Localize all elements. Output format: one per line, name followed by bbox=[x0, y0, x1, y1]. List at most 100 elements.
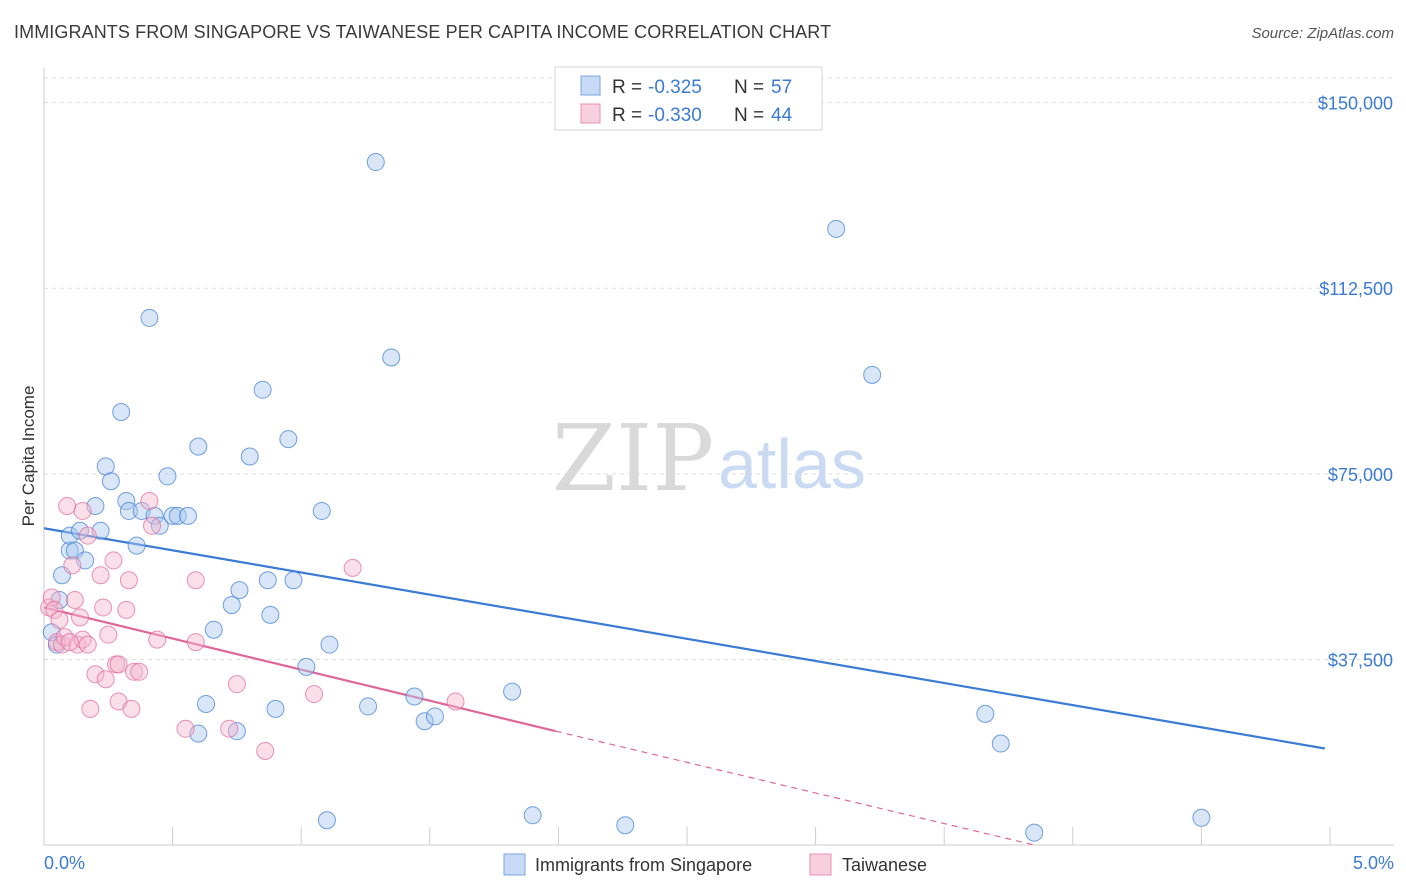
data-point-blue bbox=[258, 571, 277, 590]
data-point-pink bbox=[50, 610, 69, 629]
data-point-blue bbox=[976, 704, 995, 723]
legend-n-label-2: N = bbox=[734, 105, 764, 126]
data-point-pink bbox=[305, 685, 324, 704]
x-tick-label-max: 5.0% bbox=[1353, 853, 1394, 873]
data-point-pink bbox=[78, 635, 97, 654]
data-point-pink bbox=[176, 719, 195, 738]
legend-n-value-2: 44 bbox=[771, 105, 793, 126]
bottom-legend-swatch-singapore bbox=[503, 853, 526, 876]
data-point-pink bbox=[122, 699, 141, 718]
y-tick-labels: $37,500 $75,000 $112,500 $150,000 bbox=[1318, 94, 1393, 671]
data-point-blue bbox=[163, 506, 182, 525]
watermark: ZIP atlas bbox=[552, 405, 866, 512]
data-point-blue bbox=[204, 620, 223, 639]
data-point-blue bbox=[101, 472, 120, 491]
data-point-blue bbox=[863, 365, 882, 384]
trend-lines bbox=[43, 527, 1326, 846]
data-point-blue bbox=[366, 153, 385, 172]
data-point-blue bbox=[616, 816, 635, 835]
data-point-pink bbox=[143, 516, 162, 535]
data-point-blue bbox=[279, 430, 298, 449]
data-point-pink bbox=[109, 655, 128, 674]
data-point-pink bbox=[81, 699, 100, 718]
legend-swatch-singapore bbox=[580, 75, 601, 96]
data-point-pink bbox=[94, 598, 113, 617]
data-point-pink bbox=[58, 496, 77, 515]
legend-r-value-1: -0.325 bbox=[648, 77, 702, 98]
data-point-pink bbox=[140, 492, 159, 511]
data-point-blue bbox=[382, 348, 401, 367]
legend-n-label-1: N = bbox=[734, 77, 764, 98]
data-point-pink bbox=[65, 591, 84, 610]
data-point-pink bbox=[119, 571, 138, 590]
y-tick-label: $37,500 bbox=[1328, 650, 1393, 670]
points-taiwanese bbox=[40, 492, 465, 760]
stats-legend: R = -0.325 N = 57 R = -0.330 N = 44 bbox=[554, 66, 823, 131]
data-point-blue bbox=[312, 501, 331, 520]
legend-swatch-taiwanese bbox=[580, 103, 601, 124]
data-point-blue bbox=[425, 707, 444, 726]
data-point-blue bbox=[112, 402, 131, 421]
data-point-blue bbox=[320, 635, 339, 654]
data-point-blue bbox=[297, 657, 316, 676]
data-point-blue bbox=[240, 447, 259, 466]
data-point-pink bbox=[86, 665, 105, 684]
data-point-blue bbox=[503, 682, 522, 701]
data-point-pink bbox=[96, 670, 115, 689]
legend-r-label-2: R = bbox=[612, 105, 642, 126]
data-point-blue bbox=[253, 380, 272, 399]
trend-line-blue bbox=[43, 527, 1326, 750]
data-point-blue bbox=[523, 806, 542, 825]
data-point-blue bbox=[405, 687, 424, 706]
legend-r-value-2: -0.330 bbox=[648, 105, 702, 126]
data-point-blue bbox=[150, 516, 169, 535]
legend-n-value-1: 57 bbox=[771, 77, 792, 98]
x-ticks bbox=[43, 827, 1331, 845]
bottom-legend-label-singapore: Immigrants from Singapore bbox=[535, 855, 752, 875]
data-point-blue bbox=[179, 506, 198, 525]
data-point-pink bbox=[60, 633, 79, 652]
data-point-blue bbox=[415, 712, 434, 731]
data-point-pink bbox=[63, 556, 82, 575]
data-point-blue bbox=[1192, 808, 1211, 827]
data-point-pink bbox=[45, 600, 64, 619]
bottom-legend-swatch-taiwanese bbox=[809, 853, 832, 876]
legend-r-label-1: R = bbox=[612, 77, 642, 98]
data-point-blue bbox=[284, 571, 303, 590]
grid-lines bbox=[44, 77, 1394, 660]
data-point-pink bbox=[186, 571, 205, 590]
trend-line-pink bbox=[43, 606, 557, 733]
data-point-pink bbox=[186, 633, 205, 652]
data-point-blue bbox=[189, 437, 208, 456]
data-point-blue bbox=[827, 219, 846, 238]
data-point-pink bbox=[99, 625, 118, 644]
data-point-pink bbox=[104, 551, 123, 570]
data-point-blue bbox=[261, 605, 280, 624]
y-tick-label: $112,500 bbox=[1319, 279, 1393, 299]
data-point-pink bbox=[91, 566, 110, 585]
data-point-blue bbox=[1025, 823, 1044, 842]
y-tick-label: $75,000 bbox=[1328, 465, 1393, 485]
data-point-pink bbox=[130, 662, 149, 681]
data-point-pink bbox=[227, 675, 246, 694]
data-point-blue bbox=[168, 506, 187, 525]
bottom-legend-label-taiwanese: Taiwanese bbox=[842, 855, 927, 875]
data-point-pink bbox=[343, 558, 362, 577]
data-point-blue bbox=[222, 595, 241, 614]
series-legend: Immigrants from Singapore Taiwanese bbox=[503, 853, 927, 876]
data-point-pink bbox=[117, 600, 136, 619]
data-point-pink bbox=[73, 501, 92, 520]
data-point-pink bbox=[71, 608, 90, 627]
data-point-blue bbox=[119, 501, 138, 520]
data-point-blue bbox=[127, 536, 146, 555]
trend-line-dashed-pink bbox=[555, 730, 1035, 846]
axes bbox=[43, 68, 1394, 846]
data-point-blue bbox=[266, 699, 285, 718]
x-tick-label-min: 0.0% bbox=[44, 853, 85, 873]
y-tick-label: $150,000 bbox=[1318, 94, 1393, 114]
points-singapore bbox=[42, 153, 1211, 842]
data-point-pink bbox=[125, 662, 144, 681]
watermark-atlas: atlas bbox=[718, 425, 866, 503]
data-point-blue bbox=[230, 581, 249, 600]
